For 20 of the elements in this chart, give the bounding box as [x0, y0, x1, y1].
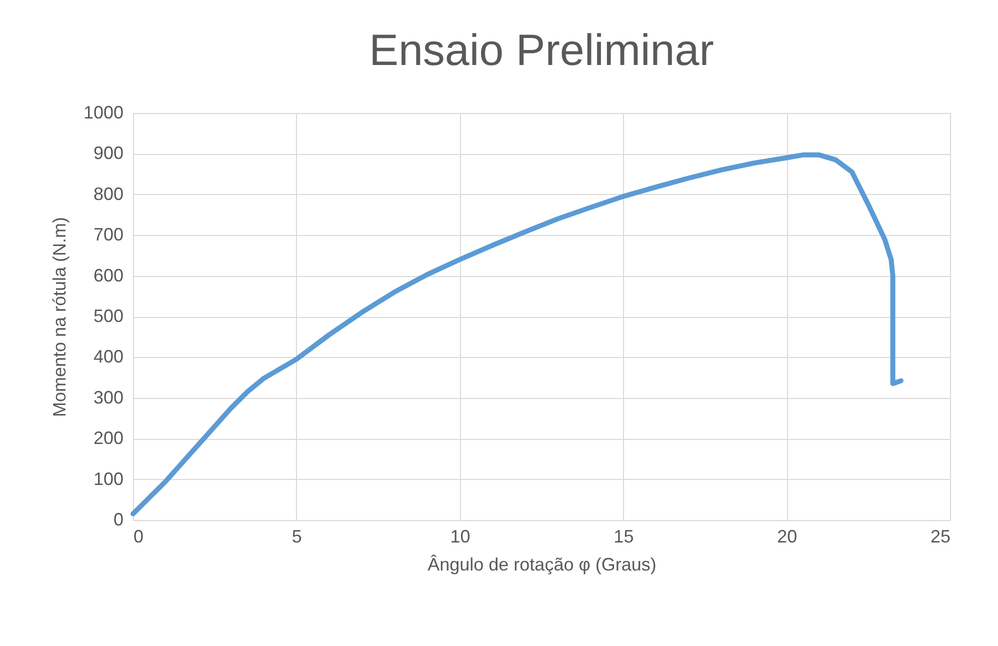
x-axis-title: Ângulo de rotação φ (Graus): [428, 554, 656, 574]
y-tick-label: 200: [93, 428, 124, 448]
y-tick-label: 400: [93, 346, 124, 367]
x-tick-label: 5: [292, 526, 302, 546]
y-tick-label: 500: [93, 306, 124, 326]
y-tick-label: 1000: [83, 102, 124, 122]
y-tick-label: 0: [113, 510, 124, 530]
chart-title: Ensaio Preliminar: [369, 26, 714, 75]
y-tick-label: 100: [93, 468, 124, 489]
y-tick-label: 900: [93, 143, 124, 164]
x-tick-label: 10: [450, 526, 470, 546]
y-tick-label: 800: [93, 184, 124, 204]
y-tick-label: 700: [93, 224, 124, 245]
y-axis-title: Momento na rótula (N.m): [49, 216, 70, 418]
x-tick-label: 25: [930, 526, 950, 546]
y-tick-label: 600: [93, 265, 124, 286]
x-tick-label: 15: [614, 526, 634, 546]
y-tick-label: 300: [93, 387, 124, 408]
x-tick-label: 20: [777, 526, 798, 546]
x-tick-label: 0: [134, 526, 144, 546]
